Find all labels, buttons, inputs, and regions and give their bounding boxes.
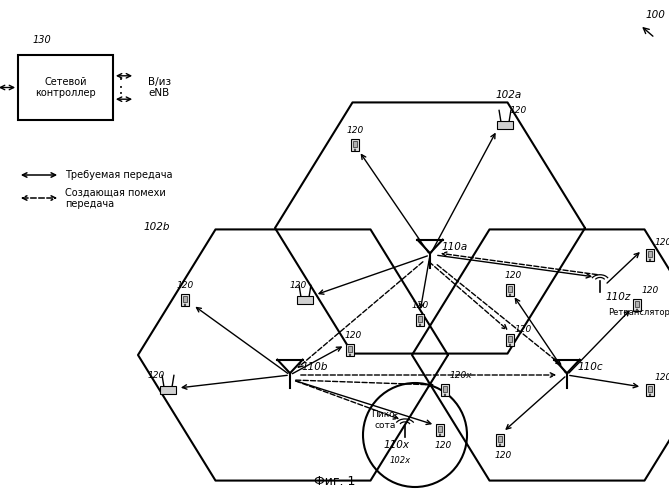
Text: 102a: 102a: [495, 90, 521, 100]
Bar: [159, 386, 177, 394]
Text: 120: 120: [495, 451, 512, 460]
Circle shape: [509, 344, 511, 346]
Circle shape: [499, 444, 501, 446]
Bar: [633, 299, 641, 311]
Text: 102b: 102b: [143, 222, 169, 232]
Text: Фиг. 1: Фиг. 1: [314, 475, 356, 488]
Bar: [348, 346, 353, 352]
Bar: [416, 314, 424, 326]
Text: 120: 120: [290, 281, 307, 290]
Circle shape: [649, 259, 651, 260]
Text: 120: 120: [655, 373, 669, 382]
Circle shape: [349, 354, 351, 356]
Text: 110a: 110a: [442, 242, 468, 252]
Bar: [506, 334, 514, 346]
Text: 130: 130: [33, 35, 52, 45]
Text: 110z: 110z: [605, 292, 630, 302]
Text: 120: 120: [345, 331, 362, 340]
Circle shape: [636, 309, 638, 310]
Text: 110x: 110x: [384, 440, 410, 450]
Bar: [417, 316, 422, 322]
Text: 120x: 120x: [450, 371, 472, 380]
Bar: [351, 139, 359, 151]
Bar: [18, 55, 113, 120]
Text: 102x: 102x: [390, 456, 411, 465]
Bar: [506, 284, 514, 296]
Bar: [646, 249, 654, 261]
Text: Требуемая передача: Требуемая передача: [65, 170, 173, 180]
Text: 120z: 120z: [655, 238, 669, 247]
Bar: [181, 294, 189, 306]
Circle shape: [444, 394, 446, 396]
Text: 120: 120: [515, 325, 533, 334]
Text: В/из
eNB: В/из eNB: [148, 76, 171, 98]
Bar: [498, 436, 502, 442]
Bar: [635, 301, 640, 306]
Bar: [496, 121, 513, 129]
Bar: [296, 296, 314, 304]
Bar: [353, 141, 357, 146]
Bar: [183, 296, 187, 302]
Text: 120: 120: [177, 281, 194, 290]
Bar: [496, 434, 504, 446]
Circle shape: [419, 324, 421, 326]
Circle shape: [509, 294, 511, 296]
Bar: [648, 251, 652, 256]
Text: Ретранслятор: Ретранслятор: [608, 308, 669, 317]
Bar: [443, 386, 448, 392]
Bar: [346, 344, 354, 356]
Circle shape: [184, 304, 186, 306]
Text: 120: 120: [642, 286, 659, 295]
Text: Сетевой
контроллер: Сетевой контроллер: [35, 76, 96, 98]
Bar: [646, 384, 654, 396]
Text: 100: 100: [645, 10, 665, 20]
Circle shape: [649, 394, 651, 396]
Text: 120: 120: [347, 126, 364, 135]
Circle shape: [354, 149, 356, 150]
Bar: [438, 426, 442, 432]
Text: 120: 120: [510, 106, 527, 115]
Text: •
•
•: • • •: [119, 78, 123, 98]
Bar: [436, 424, 444, 436]
Bar: [648, 386, 652, 392]
Circle shape: [439, 434, 441, 436]
Text: Пико-
сота: Пико- сота: [371, 410, 399, 430]
Text: 120: 120: [435, 441, 452, 450]
Text: 120: 120: [412, 301, 429, 310]
Bar: [441, 384, 449, 396]
Text: 120: 120: [148, 371, 165, 380]
Text: Создающая помехи
передача: Создающая помехи передача: [65, 187, 166, 209]
Text: 110c: 110c: [577, 362, 603, 372]
Text: 120: 120: [505, 271, 522, 280]
Bar: [508, 336, 512, 342]
Bar: [508, 286, 512, 292]
Text: 110b: 110b: [302, 362, 328, 372]
